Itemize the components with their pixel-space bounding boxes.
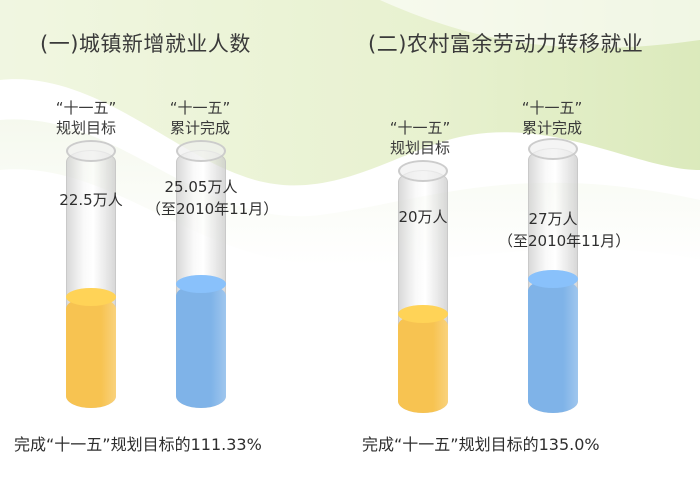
chart-1-bar-1 [66, 140, 116, 408]
chart-1-bar-2-value: 25.05万人 （至2010年11月） [146, 178, 279, 218]
chart-1-bar-1-value: 22.5万人 [59, 191, 123, 209]
chart-2-bar-1-value: 20万人 [398, 208, 448, 226]
chart-2-bar-1-fill [398, 314, 448, 413]
chart-1-title: (一)城镇新增就业人数 [40, 32, 251, 56]
chart-1-footnote: 完成“十一五”规划目标的111.33% [14, 435, 262, 454]
chart-2-footnote: 完成“十一五”规划目标的135.0% [362, 435, 600, 454]
chart-1-bar-2-fill [176, 284, 226, 408]
chart-1-bar-1-fill [66, 297, 116, 408]
chart-2-bar-1-label: “十一五” 规划目标 [389, 119, 451, 157]
chart-1-bar-1-label: “十一五” 规划目标 [55, 99, 117, 137]
chart-2-bar-2 [528, 138, 578, 413]
chart-2-bar-2-value: 27万人 （至2010年11月） [498, 210, 631, 250]
chart-1-bar-2-label: “十一五” 累计完成 [169, 99, 231, 137]
chart-2-bar-2-label: “十一五” 累计完成 [521, 99, 583, 137]
chart-2-title: (二)农村富余劳动力转移就业 [368, 32, 644, 56]
chart-2-bar-1 [398, 160, 448, 413]
chart-1-bar-2 [176, 140, 226, 408]
chart-2-bar-2-fill [528, 279, 578, 413]
